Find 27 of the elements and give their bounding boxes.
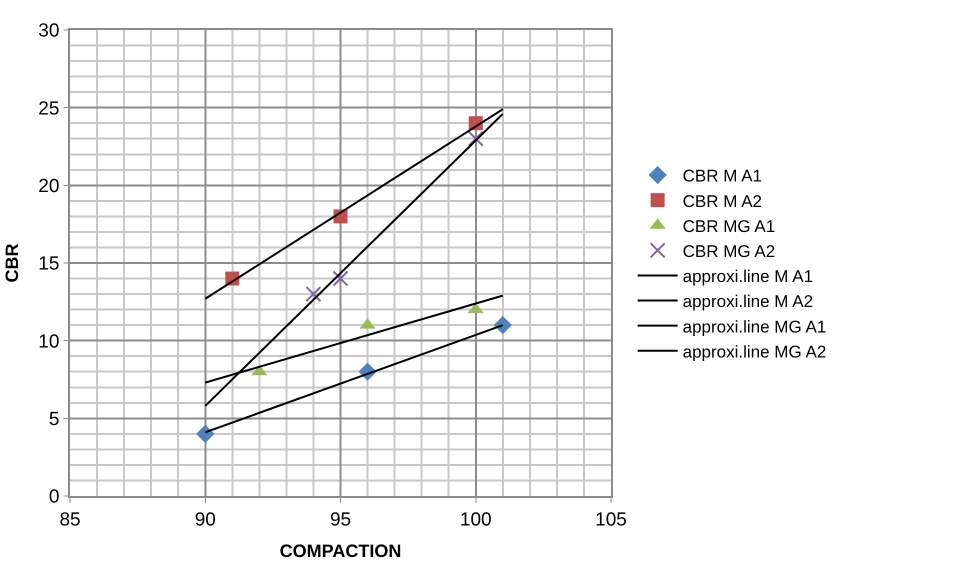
y-tick-label: 30	[38, 20, 60, 42]
point	[332, 270, 348, 287]
y-axis-title: CBR	[2, 244, 22, 282]
x-tick-label: 85	[59, 510, 81, 531]
legend-label: CBR M A1	[682, 166, 762, 186]
x-axis-title: COMPACTION	[280, 541, 402, 562]
y-tick-label: 0	[48, 486, 60, 508]
point	[468, 130, 484, 147]
point	[305, 286, 322, 302]
y-tick-label: 15	[38, 254, 60, 275]
x-tick-label: 100	[460, 510, 492, 531]
x-tick-label: 105	[595, 510, 627, 531]
point	[494, 316, 512, 334]
point	[196, 424, 214, 443]
y-tick-label: 5	[48, 408, 60, 430]
y-tick-label: 25	[38, 98, 60, 120]
legend-label: approxi.line MG A2	[682, 342, 826, 362]
y-tick-label: 20	[38, 176, 60, 197]
x-tick-label: 95	[330, 510, 352, 531]
x-tick-label: 90	[194, 510, 216, 531]
y-tick-label: 10	[38, 331, 60, 352]
legend-label: approxi.line M A1	[682, 267, 814, 286]
legend-label: CBR M A2	[682, 192, 762, 211]
legend-label: approxi.line M A2	[682, 292, 814, 312]
legend-label: CBR MG A2	[682, 242, 776, 261]
legend-label: CBR MG A1	[682, 216, 776, 236]
legend-label: approxi.line MG A1	[682, 317, 826, 336]
